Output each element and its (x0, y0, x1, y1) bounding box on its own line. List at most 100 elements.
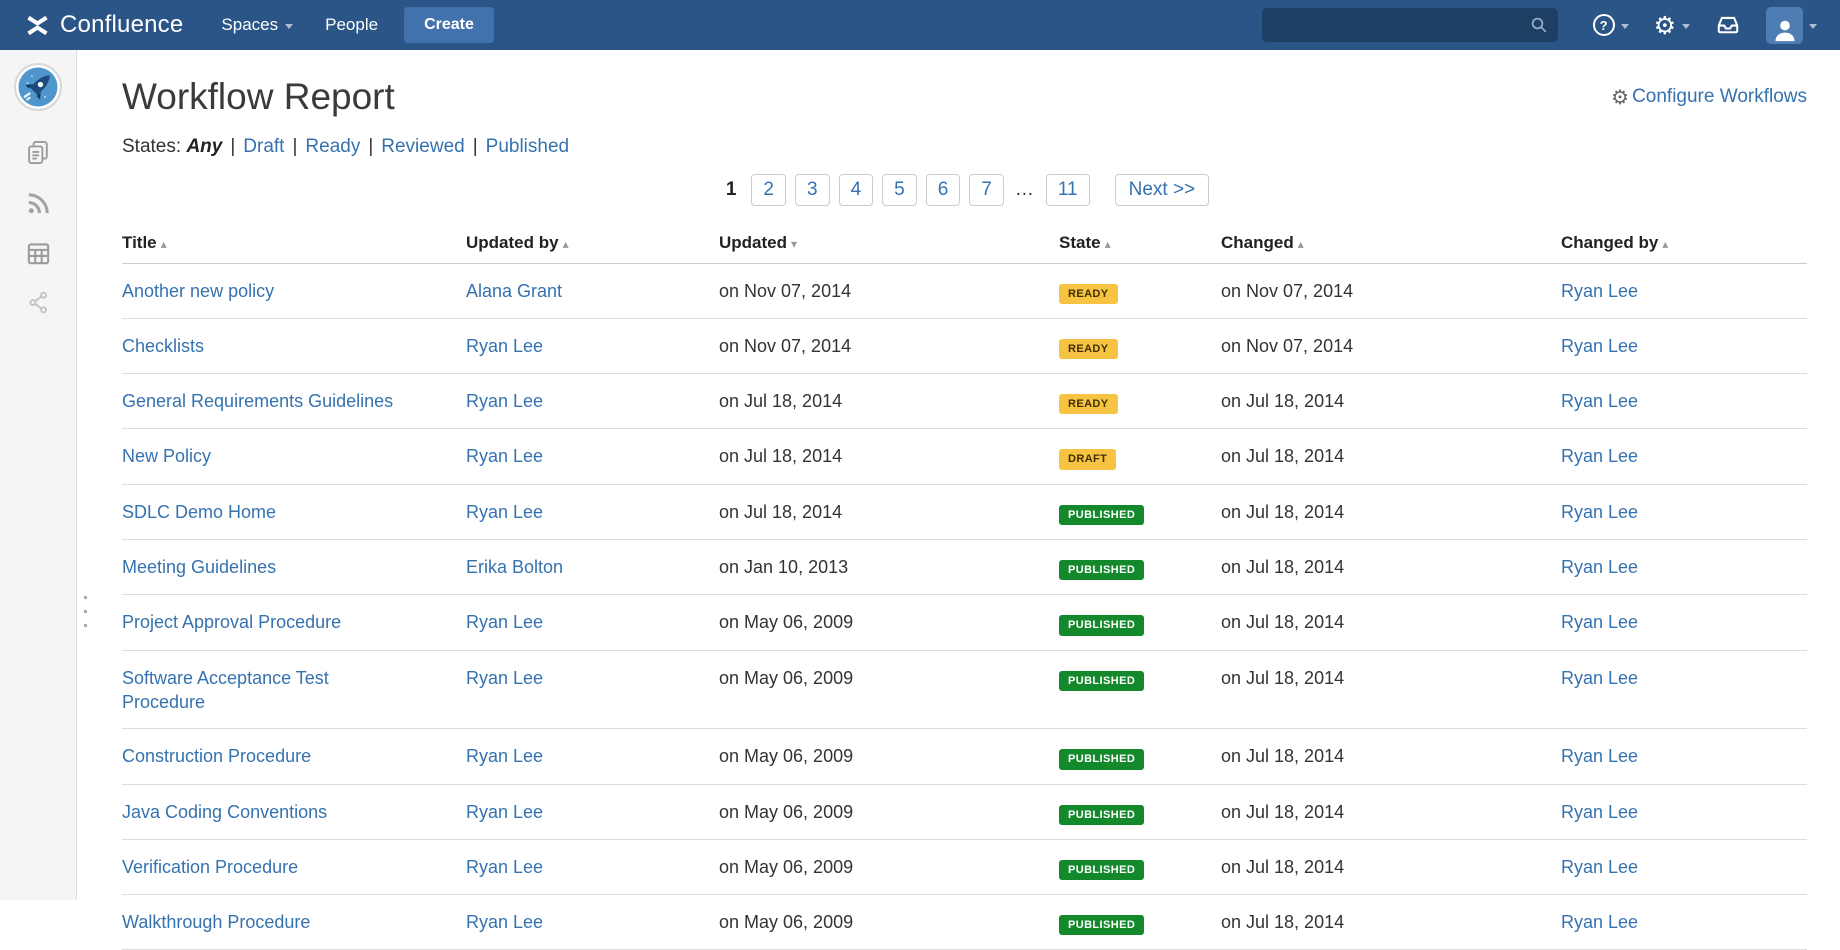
page-link[interactable]: Meeting Guidelines (122, 557, 276, 577)
user-link[interactable]: Ryan Lee (466, 802, 543, 822)
pagination-page-2[interactable]: 2 (751, 174, 786, 206)
user-link[interactable]: Ryan Lee (466, 502, 543, 522)
column-header-label: Updated by (466, 233, 559, 252)
page-link[interactable]: Construction Procedure (122, 746, 311, 766)
cell-state: READY (1059, 263, 1221, 318)
cell-changed-by: Ryan Lee (1561, 784, 1807, 839)
states-links: |Draft|Ready|Reviewed|Published (222, 136, 569, 157)
cell-updated-by: Alana Grant (466, 263, 719, 318)
user-link[interactable]: Ryan Lee (1561, 446, 1638, 466)
pagination-next-button[interactable]: Next >> (1115, 174, 1210, 206)
user-link[interactable]: Ryan Lee (1561, 802, 1638, 822)
user-link[interactable]: Ryan Lee (1561, 391, 1638, 411)
states-separator: | (284, 136, 305, 157)
user-link[interactable]: Ryan Lee (1561, 336, 1638, 356)
search-input[interactable] (1272, 16, 1530, 35)
people-menu[interactable]: People (309, 0, 394, 50)
user-link[interactable]: Ryan Lee (1561, 668, 1638, 688)
pagination-page-3[interactable]: 3 (795, 174, 830, 206)
pagination-page-6[interactable]: 6 (926, 174, 961, 206)
state-filter-published[interactable]: Published (486, 136, 569, 157)
user-link[interactable]: Ryan Lee (466, 746, 543, 766)
cell-changed: on Jul 18, 2014 (1221, 784, 1561, 839)
page-link[interactable]: Another new policy (122, 281, 274, 301)
help-menu[interactable]: ? (1586, 14, 1636, 36)
user-link[interactable]: Ryan Lee (1561, 612, 1638, 632)
user-menu[interactable] (1759, 7, 1824, 44)
chevron-down-icon (1621, 24, 1629, 29)
cell-changed: on Jul 18, 2014 (1221, 374, 1561, 429)
page-link[interactable]: Software Acceptance Test Procedure (122, 668, 329, 712)
space-logo-rocket[interactable] (14, 63, 62, 116)
user-link[interactable]: Erika Bolton (466, 557, 563, 577)
user-link[interactable]: Ryan Lee (466, 912, 543, 932)
user-link[interactable]: Ryan Lee (466, 391, 543, 411)
space-sidebar (0, 50, 77, 900)
settings-menu[interactable]: ⚙ (1647, 13, 1697, 38)
pagination-page-7[interactable]: 7 (969, 174, 1004, 206)
cell-changed: on Jul 18, 2014 (1221, 895, 1561, 950)
page-link[interactable]: Walkthrough Procedure (122, 912, 310, 932)
configure-workflows-link[interactable]: ⚙ Configure Workflows (1611, 86, 1807, 108)
sidebar-resize-handle[interactable] (84, 596, 87, 627)
column-header-state[interactable]: State▴ (1059, 221, 1221, 264)
cell-updated: on Jul 18, 2014 (719, 484, 1059, 539)
top-navbar: Confluence Spaces People Create ? ⚙ (0, 0, 1840, 50)
states-label: States: (122, 136, 181, 157)
user-link[interactable]: Ryan Lee (466, 612, 543, 632)
cell-updated: on Jan 10, 2013 (719, 540, 1059, 595)
column-header-changed[interactable]: Changed▴ (1221, 221, 1561, 264)
column-header-title[interactable]: Title▴ (122, 221, 466, 264)
user-link[interactable]: Ryan Lee (1561, 857, 1638, 877)
page-link[interactable]: Checklists (122, 336, 204, 356)
pages-icon[interactable] (23, 137, 54, 168)
user-link[interactable]: Ryan Lee (466, 668, 543, 688)
cell-updated: on May 06, 2009 (719, 650, 1059, 729)
configure-workflows-label[interactable]: Configure Workflows (1632, 86, 1807, 108)
pagination-last-page[interactable]: 11 (1046, 174, 1090, 206)
cell-state: PUBLISHED (1059, 729, 1221, 784)
cell-state: PUBLISHED (1059, 895, 1221, 950)
user-link[interactable]: Ryan Lee (466, 336, 543, 356)
user-link[interactable]: Ryan Lee (1561, 912, 1638, 932)
state-filter-ready[interactable]: Ready (305, 136, 360, 157)
page-link[interactable]: New Policy (122, 446, 211, 466)
spaces-menu[interactable]: Spaces (205, 0, 309, 50)
blog-feed-icon[interactable] (24, 189, 53, 218)
state-badge: PUBLISHED (1059, 671, 1144, 691)
page-link[interactable]: SDLC Demo Home (122, 502, 276, 522)
calendar-icon[interactable] (24, 239, 53, 268)
search-box[interactable] (1262, 8, 1558, 42)
column-header-updated_by[interactable]: Updated by▴ (466, 221, 719, 264)
cell-updated: on Jul 18, 2014 (719, 429, 1059, 484)
cell-state: DRAFT (1059, 429, 1221, 484)
page-link[interactable]: General Requirements Guidelines (122, 391, 393, 411)
create-button[interactable]: Create (404, 7, 494, 43)
share-icon[interactable] (25, 289, 52, 316)
user-link[interactable]: Ryan Lee (466, 446, 543, 466)
user-link[interactable]: Ryan Lee (1561, 746, 1638, 766)
user-link[interactable]: Ryan Lee (466, 857, 543, 877)
search-icon[interactable] (1530, 16, 1548, 34)
user-link[interactable]: Ryan Lee (1561, 281, 1638, 301)
column-header-changed_by[interactable]: Changed by▴ (1561, 221, 1807, 264)
user-link[interactable]: Ryan Lee (1561, 502, 1638, 522)
page-link[interactable]: Project Approval Procedure (122, 612, 341, 632)
pagination-current-page: 1 (720, 175, 743, 205)
cell-changed-by: Ryan Lee (1561, 729, 1807, 784)
notifications-tray[interactable] (1708, 12, 1748, 38)
state-badge: PUBLISHED (1059, 749, 1144, 769)
state-filter-draft[interactable]: Draft (243, 136, 284, 157)
user-link[interactable]: Ryan Lee (1561, 557, 1638, 577)
cell-changed: on Nov 07, 2014 (1221, 263, 1561, 318)
state-filter-reviewed[interactable]: Reviewed (381, 136, 464, 157)
state-badge: PUBLISHED (1059, 860, 1144, 880)
column-header-updated[interactable]: Updated▾ (719, 221, 1059, 264)
page-link[interactable]: Verification Procedure (122, 857, 298, 877)
page-link[interactable]: Java Coding Conventions (122, 802, 327, 822)
pagination-page-5[interactable]: 5 (882, 174, 917, 206)
user-link[interactable]: Alana Grant (466, 281, 562, 301)
confluence-brand[interactable]: Confluence (24, 11, 183, 39)
pagination-page-4[interactable]: 4 (839, 174, 874, 206)
